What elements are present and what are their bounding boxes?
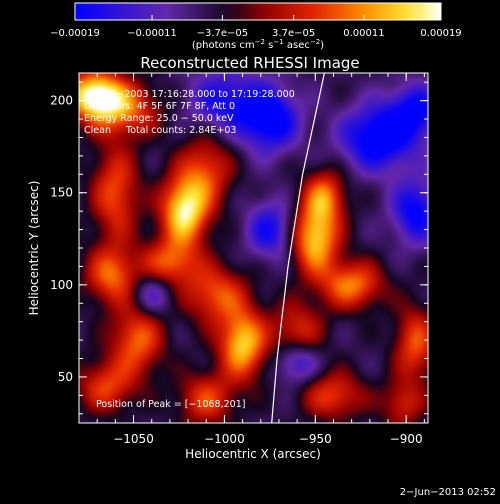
colorbar: −0.00019 −0.00011 −3.7e−05 3.7e−05 0.00011 0.… — [50, 2, 462, 51]
colorbar-ticks: −0.00019 −0.00011 −3.7e−05 3.7e−05 0.00011 0.… — [50, 15, 462, 39]
y-axis: 50 100 150 200 — [50, 81, 428, 415]
colorbar-tick-label: 0.00019 — [420, 28, 461, 39]
y-tick-label: 100 — [50, 278, 73, 292]
colorbar-tick-label: 0.00011 — [343, 28, 384, 39]
y-tick-label: 50 — [58, 370, 73, 384]
colorbar-tick-label: −3.7e−05 — [197, 28, 249, 39]
x-tick-label: −1000 — [204, 432, 245, 446]
info-overlay: 2−Dec−2003 17:16:28.000 to 17:19:28.000 … — [84, 89, 295, 410]
colorbar-tick-label: −0.00011 — [127, 28, 177, 39]
colorbar-tick-label: 3.7e−05 — [272, 28, 315, 39]
info-line-counts: Clean Total counts: 2.84E+03 — [84, 125, 236, 136]
info-line-detectors: Detectors: 4F 5F 6F 7F 8F, Att 0 — [84, 101, 235, 112]
y-axis-label: Heliocentric Y (arcsec) — [27, 181, 41, 316]
x-axis-label: Heliocentric X (arcsec) — [185, 447, 321, 461]
x-tick-label: −1050 — [113, 432, 154, 446]
colorbar-tick-label: −0.00019 — [50, 28, 100, 39]
chart-title: Reconstructed RHESSI Image — [140, 54, 359, 72]
x-tick-label: −950 — [299, 432, 332, 446]
peak-position-text: Position of Peak = [−1068,201] — [96, 399, 245, 410]
solar-limb-line — [271, 72, 325, 424]
info-line-energy: Energy Range: 25.0 − 50.0 keV — [84, 113, 234, 124]
x-tick-label: −900 — [390, 432, 423, 446]
y-tick-label: 200 — [50, 94, 73, 108]
colorbar-units: (photons cm−2 s−1 asec−2) — [192, 38, 324, 51]
x-axis: −1050 −1000 −950 −900 — [96, 73, 425, 446]
y-tick-label: 150 — [50, 186, 73, 200]
colorbar-gradient — [74, 2, 442, 21]
info-line-time: 2−Dec−2003 17:16:28.000 to 17:19:28.000 — [84, 89, 295, 100]
date-stamp: 2−Jun−2013 02:52 — [400, 487, 496, 498]
heatmap-image — [79, 73, 428, 423]
